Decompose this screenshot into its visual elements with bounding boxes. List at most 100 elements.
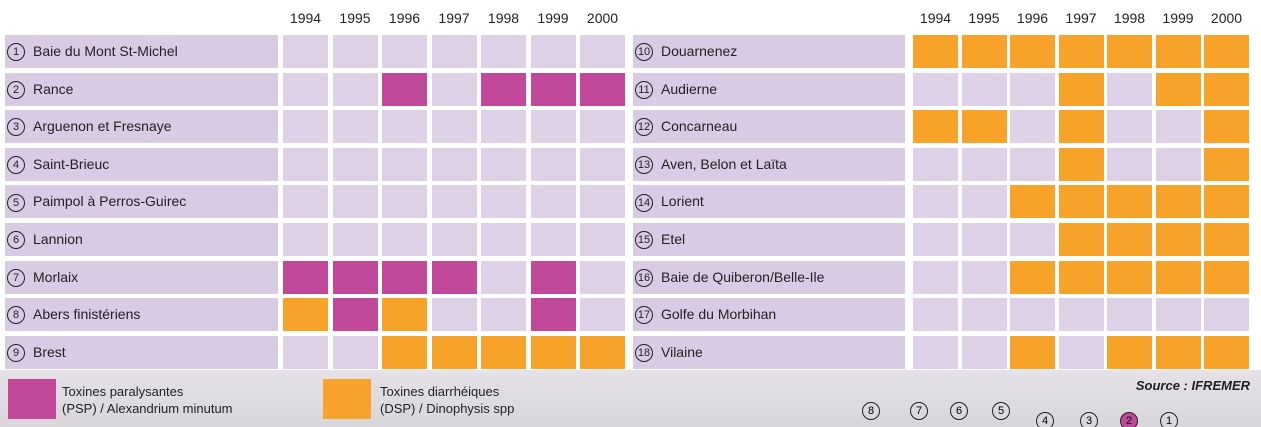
site-name: Golfe du Morbihan [661, 306, 777, 323]
legend-text: Toxines paralysantes [62, 384, 184, 399]
cell [1107, 147, 1152, 181]
cell [332, 260, 378, 294]
site-name: Etel [661, 231, 686, 247]
site-number: 7 [7, 268, 25, 287]
cell [283, 110, 328, 144]
cell [1204, 147, 1249, 181]
year-header: 1998 [1113, 10, 1146, 26]
site-number: 6 [7, 231, 25, 250]
cell [481, 335, 526, 369]
cell [1107, 185, 1152, 219]
cell [1010, 260, 1055, 294]
cell [913, 223, 958, 256]
site-number: 11 [635, 80, 653, 99]
cell [580, 260, 625, 294]
year-header: 1995 [339, 10, 371, 26]
cell [580, 35, 625, 68]
cell [530, 72, 576, 106]
site-name: Baie du Mont St-Michel [33, 43, 178, 59]
cell [530, 110, 576, 144]
cell [530, 185, 576, 219]
legend-swatch [323, 379, 371, 419]
cell [530, 35, 576, 68]
cell [431, 298, 477, 332]
cell [332, 147, 378, 181]
cell [382, 335, 427, 369]
cell [1058, 185, 1104, 219]
site-number: 17 [635, 306, 653, 325]
year-header: 1999 [1162, 10, 1194, 26]
cell [1058, 335, 1104, 369]
legend-text: Toxines diarrhéiques [380, 384, 500, 399]
site-number: 16 [635, 268, 653, 287]
legend-text: (PSP) / Alexandrium minutum [62, 401, 233, 416]
cell [481, 260, 526, 294]
cell [913, 335, 958, 369]
site-number: 15 [635, 231, 653, 250]
site-row: 13 Aven, Belon et Laïta [633, 147, 905, 181]
cell [580, 110, 625, 144]
cell [1058, 223, 1104, 256]
cell [332, 185, 378, 219]
map-marker: 6 [950, 402, 968, 420]
map-marker: 8 [862, 402, 880, 420]
cell [1058, 35, 1104, 68]
cell [481, 298, 526, 332]
cell [382, 110, 427, 144]
cell [1155, 110, 1201, 144]
cell [481, 223, 526, 256]
site-number: 3 [7, 118, 25, 137]
cell [1204, 298, 1249, 332]
cell [1010, 298, 1055, 332]
cell [961, 147, 1007, 181]
site-number: 13 [635, 156, 653, 175]
cell [1107, 223, 1152, 256]
site-row: 18 Vilaine [633, 335, 905, 369]
map-marker: 1 [1160, 412, 1178, 427]
cell [382, 35, 427, 68]
cell [382, 147, 427, 181]
cell [283, 185, 328, 219]
site-number: 12 [635, 118, 653, 137]
cell [1010, 35, 1055, 68]
cell [1107, 110, 1152, 144]
cell [913, 110, 958, 144]
cell [283, 72, 328, 106]
cell [1058, 147, 1104, 181]
cell [1204, 110, 1249, 144]
site-row: 10 Douarnenez [633, 35, 905, 68]
year-header: 1998 [487, 10, 520, 26]
site-number: 8 [7, 306, 25, 325]
cell [481, 185, 526, 219]
cell [1155, 72, 1201, 106]
cell [580, 185, 625, 219]
site-row: 5 Paimpol à Perros-Guirec [5, 185, 278, 219]
cell [1155, 35, 1201, 68]
year-header: 2000 [586, 10, 619, 26]
cell [961, 223, 1007, 256]
cell [913, 260, 958, 294]
cell [961, 185, 1007, 219]
site-name: Morlaix [33, 268, 79, 285]
cell [1204, 223, 1249, 256]
cell [431, 185, 477, 219]
cell [961, 35, 1007, 68]
cell [332, 110, 378, 144]
cell [382, 72, 427, 106]
map-marker: 2 [1120, 412, 1138, 427]
cell [1204, 35, 1249, 68]
site-row: 12 Concarneau [633, 110, 905, 144]
site-name: Concarneau [661, 118, 738, 135]
site-row: 11 Audierne [633, 72, 905, 106]
site-name: Aven, Belon et Laïta [661, 155, 787, 172]
site-name: Paimpol à Perros-Guirec [33, 193, 187, 210]
cell [1107, 260, 1152, 294]
site-number: 14 [635, 193, 653, 212]
cell [283, 223, 328, 256]
cell [332, 298, 378, 332]
cell [1010, 110, 1055, 144]
cell [283, 147, 328, 181]
cell [1204, 185, 1249, 219]
cell [1155, 223, 1201, 256]
